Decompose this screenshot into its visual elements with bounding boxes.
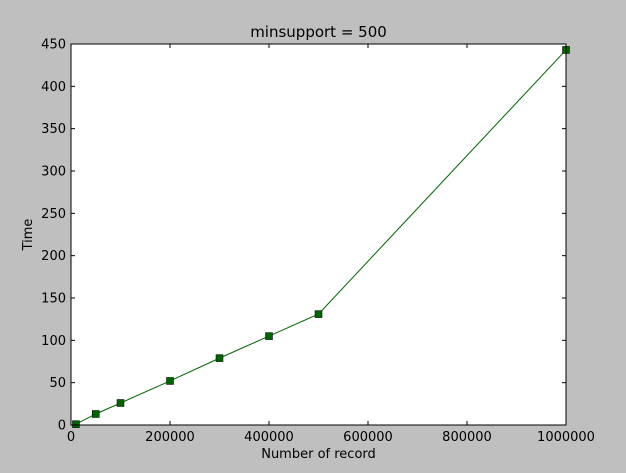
data-point-marker xyxy=(215,354,224,362)
y-tick-label: 100 xyxy=(41,334,66,349)
y-tick-label: 0 xyxy=(58,419,66,434)
y-tick-label: 400 xyxy=(41,80,66,95)
y-tick-label: 250 xyxy=(41,207,66,222)
plot-area-background xyxy=(71,44,566,425)
y-tick-label: 450 xyxy=(41,38,66,53)
data-point-marker xyxy=(265,332,273,340)
series-line xyxy=(75,49,567,425)
data-point-marker xyxy=(166,377,174,385)
x-tick-label: 800000 xyxy=(442,430,492,445)
x-tick-label: 400000 xyxy=(244,430,294,445)
x-axis-label: Number of record xyxy=(261,447,376,462)
plot-area-frame xyxy=(70,43,567,426)
data-point-marker xyxy=(72,420,80,428)
y-tick-label: 150 xyxy=(41,292,66,307)
data-point-marker xyxy=(314,310,323,318)
y-tick-label: 200 xyxy=(41,249,66,264)
y-axis-label: Time xyxy=(21,219,36,252)
data-point-marker xyxy=(92,410,100,418)
x-tick-label: 1000000 xyxy=(537,430,595,445)
y-tick-label: 350 xyxy=(41,122,66,137)
axis-ticks: 0 200000 400000 600000 800000 1000000 0 50 100 15… xyxy=(41,38,595,446)
y-tick-label: 50 xyxy=(49,376,66,391)
chart-title: minsupport = 500 xyxy=(250,23,387,41)
data-point-marker xyxy=(116,399,125,407)
x-tick-label: 200000 xyxy=(145,430,195,445)
x-tick-label: 0 xyxy=(67,430,75,445)
y-tick-label: 300 xyxy=(41,165,66,180)
x-tick-label: 600000 xyxy=(343,430,393,445)
